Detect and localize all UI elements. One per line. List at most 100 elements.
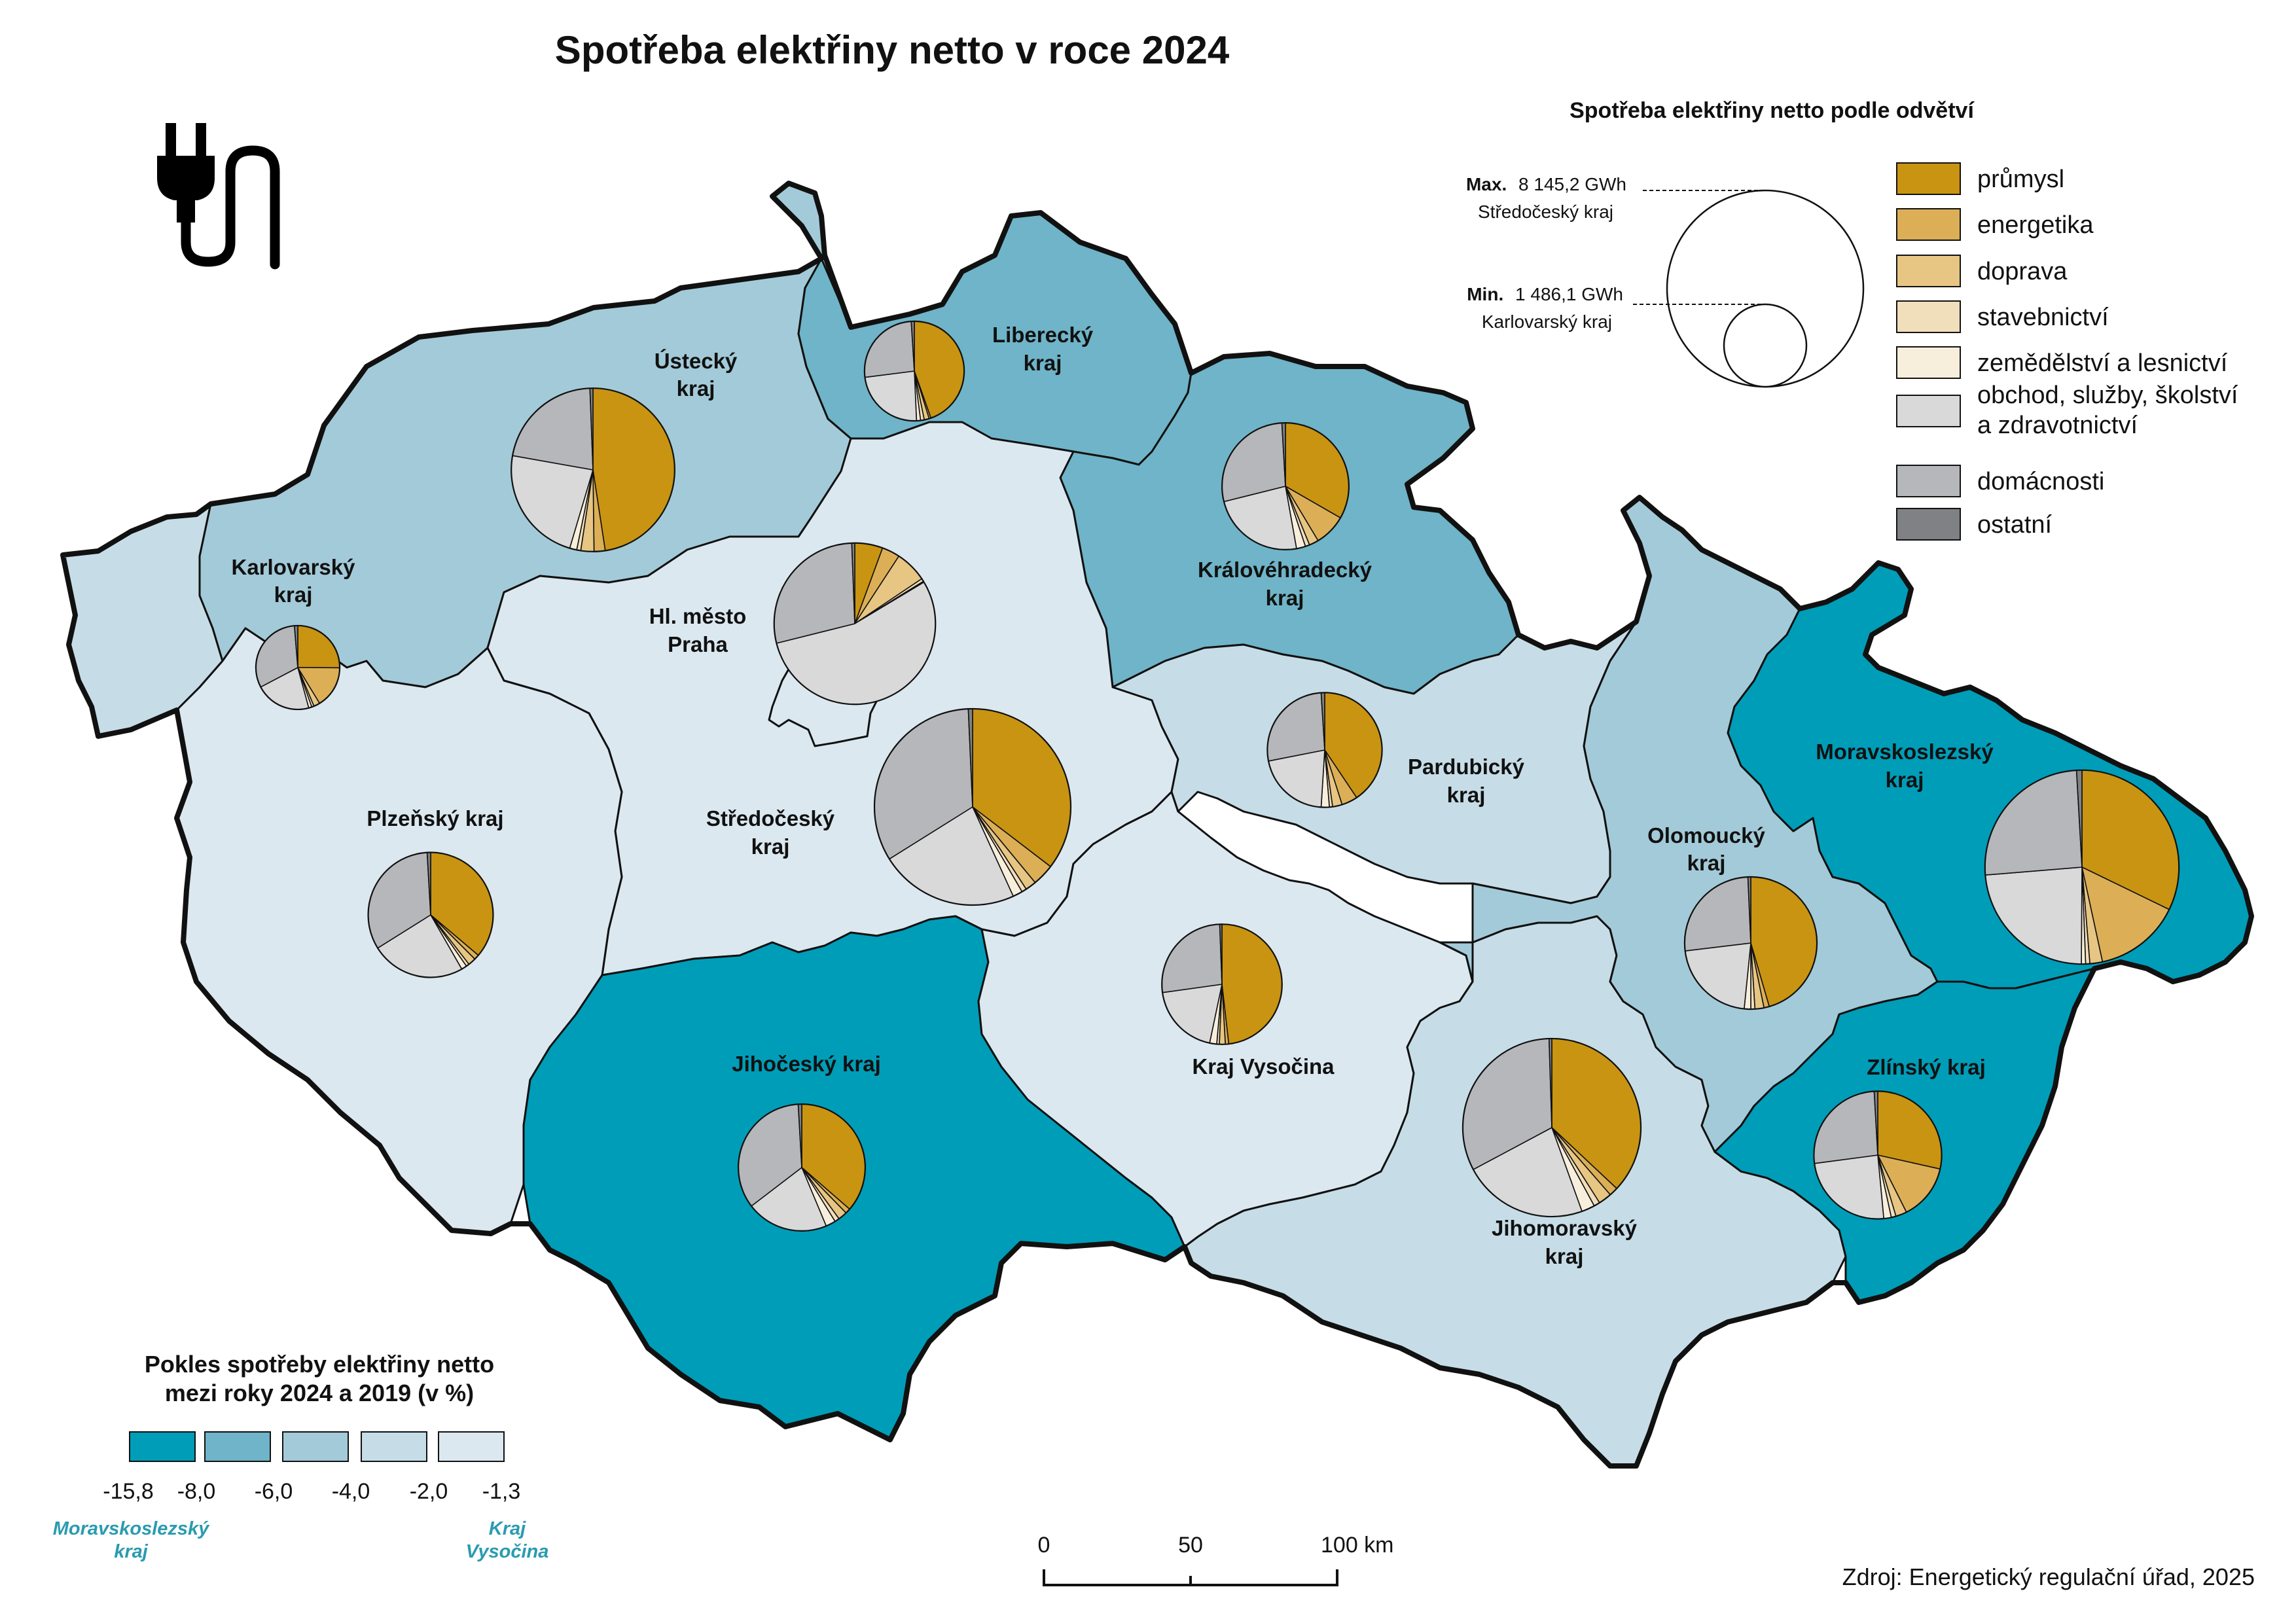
choropleth-legend-title-line-1: Pokles spotřeby elektřiny netto	[145, 1351, 494, 1378]
choropleth-legend-min-region-line-1: Moravskoslezský	[53, 1518, 210, 1539]
region-label-olomoucky-line-2: kraj	[1687, 851, 1726, 875]
scale-bar: 0 50 100 km	[1038, 1533, 1394, 1586]
pie-outline-zlinsky	[1813, 1090, 1943, 1220]
choropleth-legend-break-3: -6,0	[255, 1479, 293, 1504]
svg-text:Max. 8 145,2 GWh: Max. 8 145,2 GWh	[1466, 174, 1626, 194]
choropleth-legend-break-6: -1,3	[482, 1479, 521, 1504]
sector-legend-swatch-domacnosti	[1896, 465, 1961, 497]
size-legend-min-prefix: Min.	[1467, 284, 1503, 304]
pie-outline-pardubicky	[1266, 692, 1383, 808]
choropleth-legend-swatch-1	[129, 1431, 196, 1462]
pie-stredocesky	[873, 707, 1072, 906]
region-label-ustecky-line-1: Ústecký	[655, 349, 738, 373]
pie-outline-liberecky	[863, 320, 965, 422]
pie-praha	[773, 542, 937, 705]
sector-legend-swatch-obchod	[1896, 395, 1961, 427]
sector-legend-label-energetika: energetika	[1977, 211, 2094, 239]
pie-ustecky	[511, 387, 675, 552]
pie-vysocina	[1161, 923, 1283, 1045]
choropleth-legend-swatch-2	[204, 1431, 271, 1462]
choropleth-legend-min-region-line-2: kraj	[114, 1541, 149, 1562]
pie-olomoucky	[1683, 876, 1818, 1010]
sector-legend-label-doprava: doprava	[1977, 258, 2068, 285]
svg-text:Min. 1 486,1 GWh: Min. 1 486,1 GWh	[1467, 284, 1623, 304]
pie-kralovehradecky	[1221, 421, 1350, 551]
region-label-plzensky: Plzeňský kraj	[367, 806, 503, 830]
region-label-jihomoravsky-line-2: kraj	[1545, 1244, 1584, 1268]
sector-legend-label-obchod-line-1: obchod, služby, školství	[1977, 382, 2238, 409]
choropleth-legend-swatch-3	[282, 1431, 349, 1462]
sector-legend-label-prumysl: průmysl	[1977, 166, 2064, 193]
region-labels: Karlovarský kraj Ústecký kraj Liberecký kraj K…	[232, 323, 1994, 1268]
pie-jihocesky	[737, 1103, 867, 1232]
region-label-zlinsky: Zlínský kraj	[1867, 1055, 1986, 1079]
sector-legend-label-domacnosti: domácnosti	[1977, 468, 2104, 495]
sector-legend-swatch-doprava	[1896, 255, 1961, 287]
sector-legend-swatch-zemedelstvi	[1896, 346, 1961, 379]
source-note: Zdroj: Energetický regulační úřad, 2025	[1842, 1563, 2255, 1590]
region-label-ustecky-line-2: kraj	[677, 376, 715, 401]
pie-plzensky	[367, 851, 494, 978]
region-label-karlovarsky-line-1: Karlovarský	[232, 555, 356, 579]
sector-legend-swatch-prumysl	[1896, 162, 1961, 195]
sector-legend-label-zemedelstvi: zemědělství a lesnictví	[1977, 349, 2228, 377]
choropleth-legend-swatch-5	[438, 1431, 505, 1462]
sector-legend-label-stavebnictvi: stavebnictví	[1977, 304, 2109, 331]
scale-bar-tick-0: 0	[1038, 1533, 1050, 1558]
pie-karlovarsky	[255, 624, 341, 711]
sector-legend-label-obchod-line-2: a zdravotnictví	[1977, 412, 2138, 439]
sector-legend-swatch-ostatni	[1896, 508, 1961, 541]
sector-legend: Spotřeba elektřiny netto podle odvětví p…	[1570, 98, 2238, 541]
pie-pardubicky	[1266, 692, 1383, 808]
region-label-karlovarsky-line-2: kraj	[274, 582, 313, 607]
choropleth-legend: Pokles spotřeby elektřiny netto mezi rok…	[53, 1351, 549, 1562]
region-label-moravskoslezsky-line-2: kraj	[1886, 768, 1924, 792]
size-legend-max-region: Středočeský kraj	[1478, 202, 1613, 222]
pie-outline-moravskoslezsky	[1984, 769, 2180, 965]
sector-legend-title: Spotřeba elektřiny netto podle odvětví	[1570, 98, 1975, 123]
pie-charts	[255, 320, 2180, 1232]
pie-outline-stredocesky	[873, 707, 1072, 906]
region-label-pardubicky-line-2: kraj	[1447, 783, 1486, 807]
choropleth-legend-max-region-line-1: Kraj	[489, 1518, 526, 1539]
choropleth-legend-swatch-4	[361, 1431, 427, 1462]
choropleth-legend-break-1: -15,8	[103, 1479, 154, 1504]
size-legend-min-region: Karlovarský kraj	[1482, 312, 1612, 332]
size-legend-min-value: 1 486,1 GWh	[1515, 284, 1623, 304]
region-label-pardubicky-line-1: Pardubický	[1408, 755, 1525, 779]
region-label-olomoucky-line-1: Olomoucký	[1647, 823, 1765, 847]
region-label-kralovehradecky-line-2: kraj	[1266, 586, 1304, 610]
pie-liberecky	[863, 320, 965, 422]
pie-outline-vysocina	[1161, 923, 1283, 1045]
choropleth-legend-title-line-2: mezi roky 2024 a 2019 (v %)	[165, 1380, 474, 1406]
size-legend-max-prefix: Max.	[1466, 174, 1507, 194]
choropleth-legend-break-2: -8,0	[177, 1479, 216, 1504]
pie-moravskoslezsky	[1984, 769, 2180, 965]
pie-outline-praha	[773, 542, 937, 705]
pie-outline-plzensky	[367, 851, 494, 978]
pie-outline-jihomoravsky	[1462, 1037, 1642, 1218]
scale-bar-tick-50: 50	[1178, 1533, 1203, 1558]
pie-outline-kralovehradecky	[1221, 421, 1350, 551]
country-border	[60, 181, 2254, 1469]
pie-jihomoravsky	[1462, 1037, 1642, 1218]
size-legend: Max. 8 145,2 GWh Středočeský kraj Min. 1…	[1466, 174, 1865, 388]
region-label-liberecky-line-1: Liberecký	[992, 323, 1094, 347]
pie-outline-jihocesky	[737, 1103, 867, 1232]
electric-plug-icon	[157, 123, 280, 270]
region-label-stredocesky-line-1: Středočeský	[706, 806, 835, 830]
sector-legend-label-ostatni: ostatní	[1977, 511, 2053, 539]
sector-legend-swatch-energetika	[1896, 208, 1961, 241]
region-label-praha-line-2: Praha	[668, 632, 728, 656]
region-label-praha-line-1: Hl. město	[649, 604, 747, 628]
region-label-vysocina: Kraj Vysočina	[1192, 1054, 1335, 1079]
pie-outline-olomoucky	[1683, 876, 1818, 1010]
region-label-kralovehradecky-line-1: Královéhradecký	[1198, 558, 1372, 582]
pie-outline-karlovarsky	[255, 624, 341, 711]
size-legend-max-value: 8 145,2 GWh	[1518, 174, 1626, 194]
region-label-stredocesky-line-2: kraj	[751, 834, 790, 859]
choropleth-legend-break-5: -2,0	[410, 1479, 448, 1504]
scale-bar-tick-100: 100 km	[1321, 1533, 1394, 1558]
region-label-jihomoravsky-line-1: Jihomoravský	[1492, 1216, 1638, 1240]
